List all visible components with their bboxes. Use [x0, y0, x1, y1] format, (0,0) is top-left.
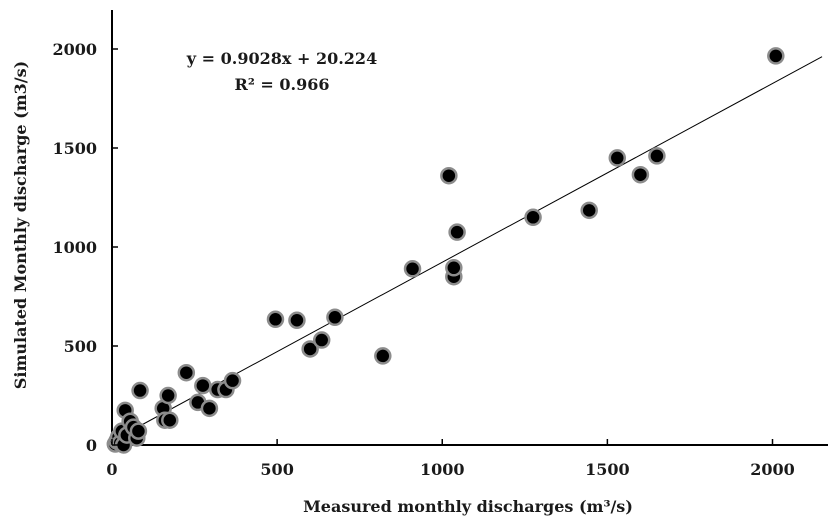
y-tick-label: 1500 — [52, 139, 97, 158]
y-tick-label: 1000 — [52, 238, 97, 257]
data-point — [580, 201, 598, 220]
data-point — [266, 310, 285, 329]
r-squared-label: R² = 0.966 — [235, 75, 330, 94]
data-point — [767, 47, 785, 65]
data-point — [312, 331, 331, 349]
data-point — [129, 422, 148, 440]
data-point — [440, 166, 458, 185]
plot-area — [111, 10, 828, 446]
data-point — [374, 347, 392, 365]
data-point — [524, 208, 542, 227]
data-point — [448, 223, 466, 241]
data-point — [200, 399, 219, 418]
data-point — [445, 259, 463, 277]
data-point — [326, 308, 344, 327]
data-point — [288, 311, 306, 330]
y-tick-label: 0 — [86, 436, 97, 455]
x-tick-label: 1500 — [585, 460, 630, 479]
data-point — [631, 165, 650, 184]
data-point — [223, 371, 242, 390]
x-tick-label: 1000 — [420, 460, 465, 479]
y-tick-label: 2000 — [52, 40, 97, 59]
trendline-equation: y = 0.9028x + 20.224 — [186, 49, 377, 68]
data-point — [648, 147, 666, 165]
data-point — [194, 376, 212, 395]
data-point — [131, 381, 149, 400]
data-point — [301, 340, 319, 358]
x-axis-ticks: 0 500 1000 1500 2000 — [106, 439, 795, 479]
x-tick-label: 2000 — [750, 460, 795, 479]
y-axis-title: Simulated Monthly discharge (m3/s) — [11, 61, 30, 389]
y-axis-ticks: 0 500 1000 1500 2000 — [52, 40, 118, 455]
x-axis-title: Measured monthly discharges (m³/s) — [303, 497, 633, 516]
y-tick-label: 500 — [64, 337, 97, 356]
data-point — [608, 149, 627, 167]
data-points — [106, 47, 785, 454]
x-tick-label: 0 — [106, 460, 117, 479]
data-point — [161, 411, 179, 429]
x-tick-label: 500 — [260, 460, 293, 479]
data-point — [159, 386, 177, 405]
data-point — [177, 363, 196, 382]
data-point — [403, 260, 422, 278]
